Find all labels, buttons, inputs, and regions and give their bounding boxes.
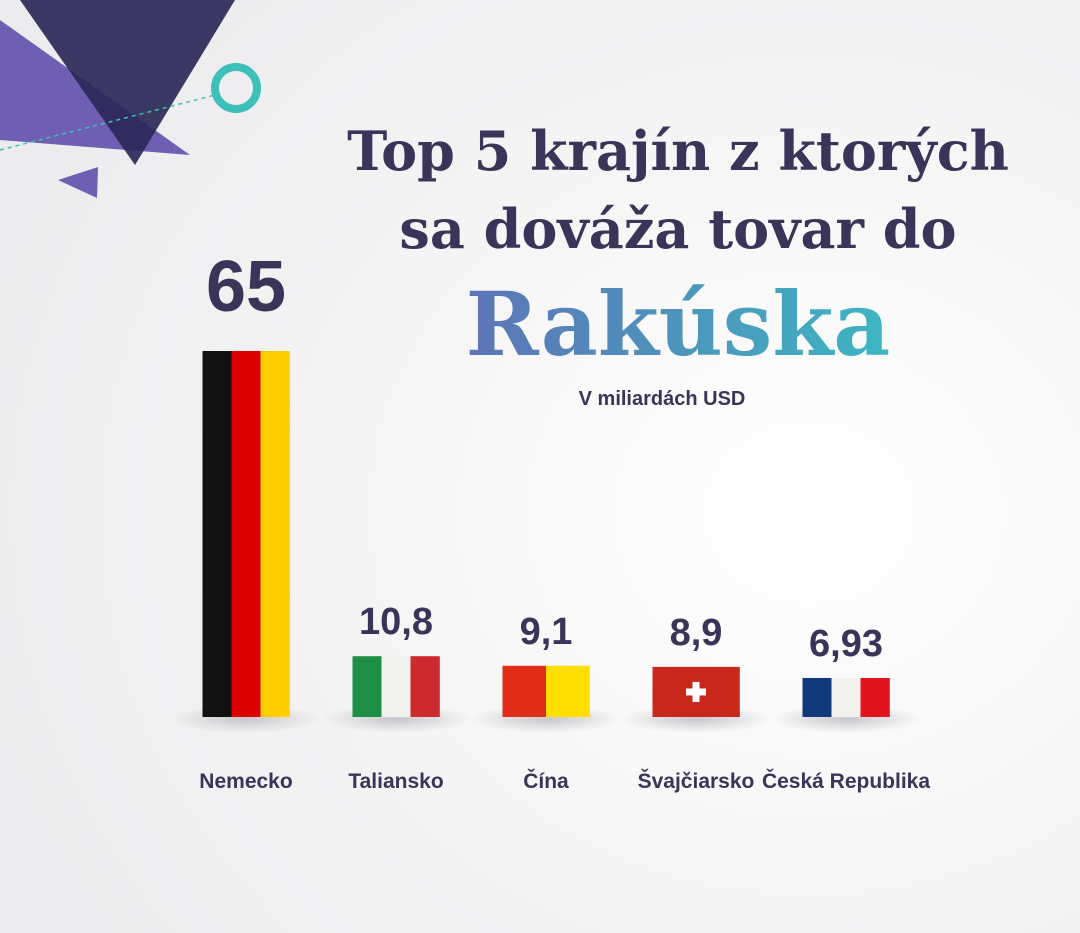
flag-stripe — [860, 677, 890, 717]
flag-stripe — [231, 351, 261, 717]
category-label: Nemecko — [199, 770, 292, 793]
value-label: 6,93 — [809, 623, 883, 665]
value-label: 65 — [206, 247, 286, 327]
chart-title-highlight: Rakúska — [466, 272, 891, 376]
chart-title: sa dováža tovar do — [399, 197, 956, 261]
flag-cross — [692, 681, 700, 702]
flag-stripe — [831, 677, 861, 717]
subtitle: V miliardách USD — [579, 388, 746, 410]
flag-stripe — [802, 677, 832, 717]
flag-stripe — [546, 665, 590, 717]
flag-stripe — [502, 665, 547, 717]
category-label: Čína — [523, 769, 569, 793]
flag-stripe — [410, 656, 440, 717]
value-label: 9,1 — [520, 611, 573, 653]
bar — [652, 666, 740, 717]
flag-stripe — [381, 656, 411, 717]
value-label: 10,8 — [359, 601, 433, 643]
bar — [352, 656, 440, 717]
category-label: Švajčiarsko — [638, 769, 755, 793]
flag-stripe — [352, 656, 382, 717]
flag-stripe — [202, 351, 232, 717]
chart-title: Top 5 krajín z ktorých — [347, 119, 1009, 183]
category-label: Česká Republika — [762, 769, 930, 793]
bar — [202, 351, 290, 717]
value-label: 8,9 — [670, 612, 723, 654]
bar — [802, 677, 890, 717]
category-label: Taliansko — [348, 770, 443, 793]
flag-stripe — [260, 351, 290, 717]
bar — [502, 665, 590, 717]
decoration — [0, 0, 261, 198]
